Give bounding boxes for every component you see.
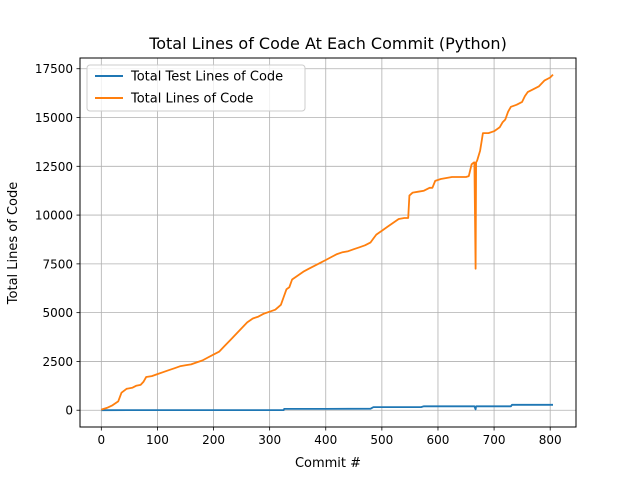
y-tick-label: 7500 [42, 257, 73, 271]
x-tick-label: 700 [483, 433, 506, 447]
x-tick-label: 600 [427, 433, 450, 447]
x-tick-label: 0 [98, 433, 106, 447]
x-axis-label: Commit # [295, 456, 361, 471]
series-line-total-test-lines [101, 403, 553, 412]
grid [80, 58, 576, 427]
x-tick-label: 500 [370, 433, 393, 447]
series-lines [101, 73, 554, 412]
y-tick-label: 5000 [42, 306, 73, 320]
legend-box [86, 64, 306, 112]
series-line-total-lines [101, 73, 554, 411]
x-tick-label: 800 [539, 433, 562, 447]
legend: Total Test Lines of Code Total Lines of … [86, 64, 306, 112]
legend-label-total-lines: Total Lines of Code [130, 92, 253, 107]
x-tick-label: 400 [314, 433, 337, 447]
x-tick-label: 100 [146, 433, 169, 447]
plot-area-frame [79, 57, 577, 428]
y-axis-label: Total Lines of Code [6, 182, 21, 305]
y-tick-label: 15000 [35, 111, 73, 125]
x-tick-label: 200 [202, 433, 225, 447]
chart-title: Total Lines of Code At Each Commit (Pyth… [148, 34, 507, 53]
y-tick-label: 2500 [42, 355, 73, 369]
legend-label-test-lines: Total Test Lines of Code [130, 70, 283, 85]
y-tick-label: 12500 [35, 160, 73, 174]
x-tick-label: 300 [258, 433, 281, 447]
y-tick-label: 10000 [35, 209, 73, 223]
y-tick-label: 17500 [35, 62, 73, 76]
y-tick-label: 0 [65, 404, 73, 418]
axis-ticks: 0 100 200 300 400 500 600 700 800 0 2500 5000 7500 10… [35, 62, 562, 447]
